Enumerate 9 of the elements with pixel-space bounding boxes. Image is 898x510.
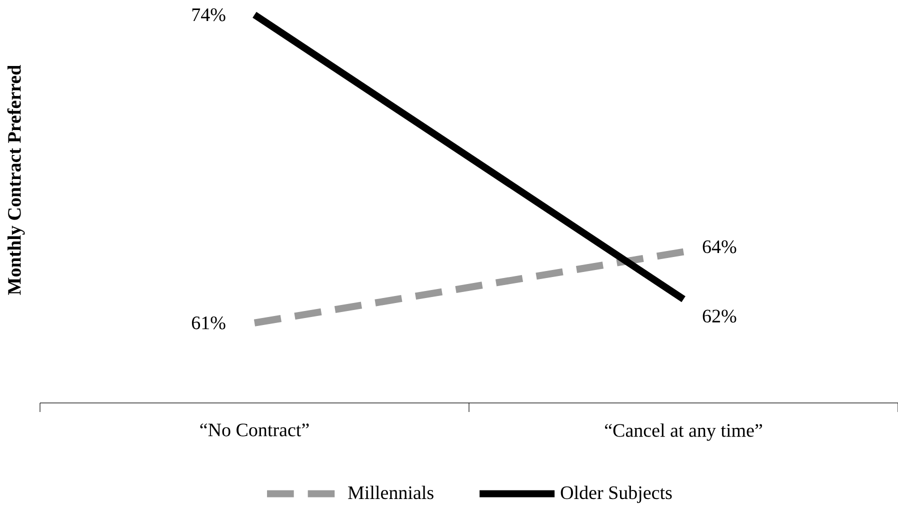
data-label: 74% [192, 8, 226, 22]
x-tick-label: “No Contract” [200, 424, 309, 436]
legend-label: Millennials [348, 486, 434, 500]
x-tick-label: “Cancel at any time” [605, 424, 762, 441]
legend-label: Older Subjects [560, 486, 672, 503]
data-label: 61% [192, 316, 226, 330]
y-axis-title: Monthly Contract Preferred [7, 64, 25, 295]
data-label: 64% [702, 240, 736, 254]
data-label: 62% [702, 310, 736, 323]
